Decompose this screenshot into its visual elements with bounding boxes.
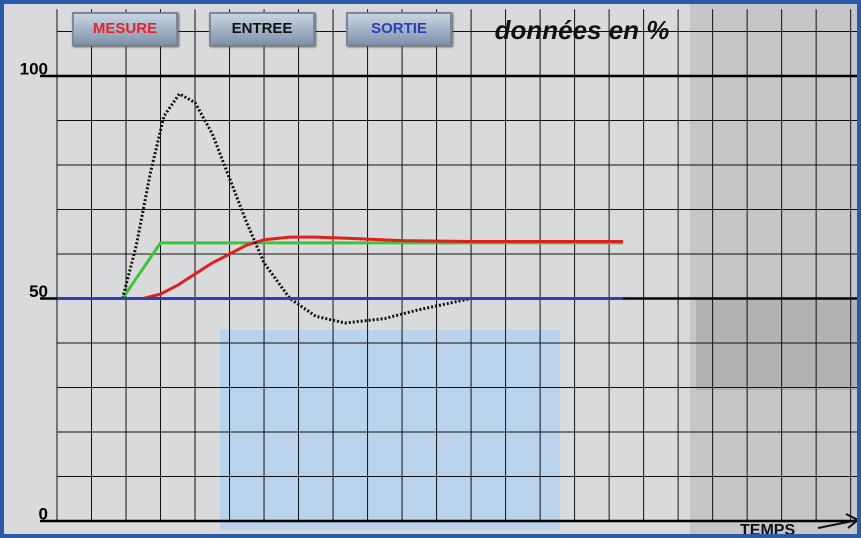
y-tick-label: 100 (20, 59, 48, 78)
series-line (57, 243, 623, 299)
screen: 050100 données en % TEMPS MESUREENTREESO… (0, 0, 861, 538)
tab-button[interactable]: ENTREE (209, 12, 315, 46)
tank-water (220, 330, 560, 530)
side-panel (690, 0, 861, 538)
series-line (123, 94, 623, 323)
chart: 050100 données en % TEMPS (0, 0, 861, 538)
keypad (696, 300, 861, 390)
y-tick-label: 50 (29, 282, 48, 301)
chart-title: données en % (495, 15, 670, 45)
tab-button[interactable]: MESURE (72, 12, 178, 46)
y-tick-label: 0 (39, 504, 48, 523)
tab-button[interactable]: SORTIE (346, 12, 452, 46)
